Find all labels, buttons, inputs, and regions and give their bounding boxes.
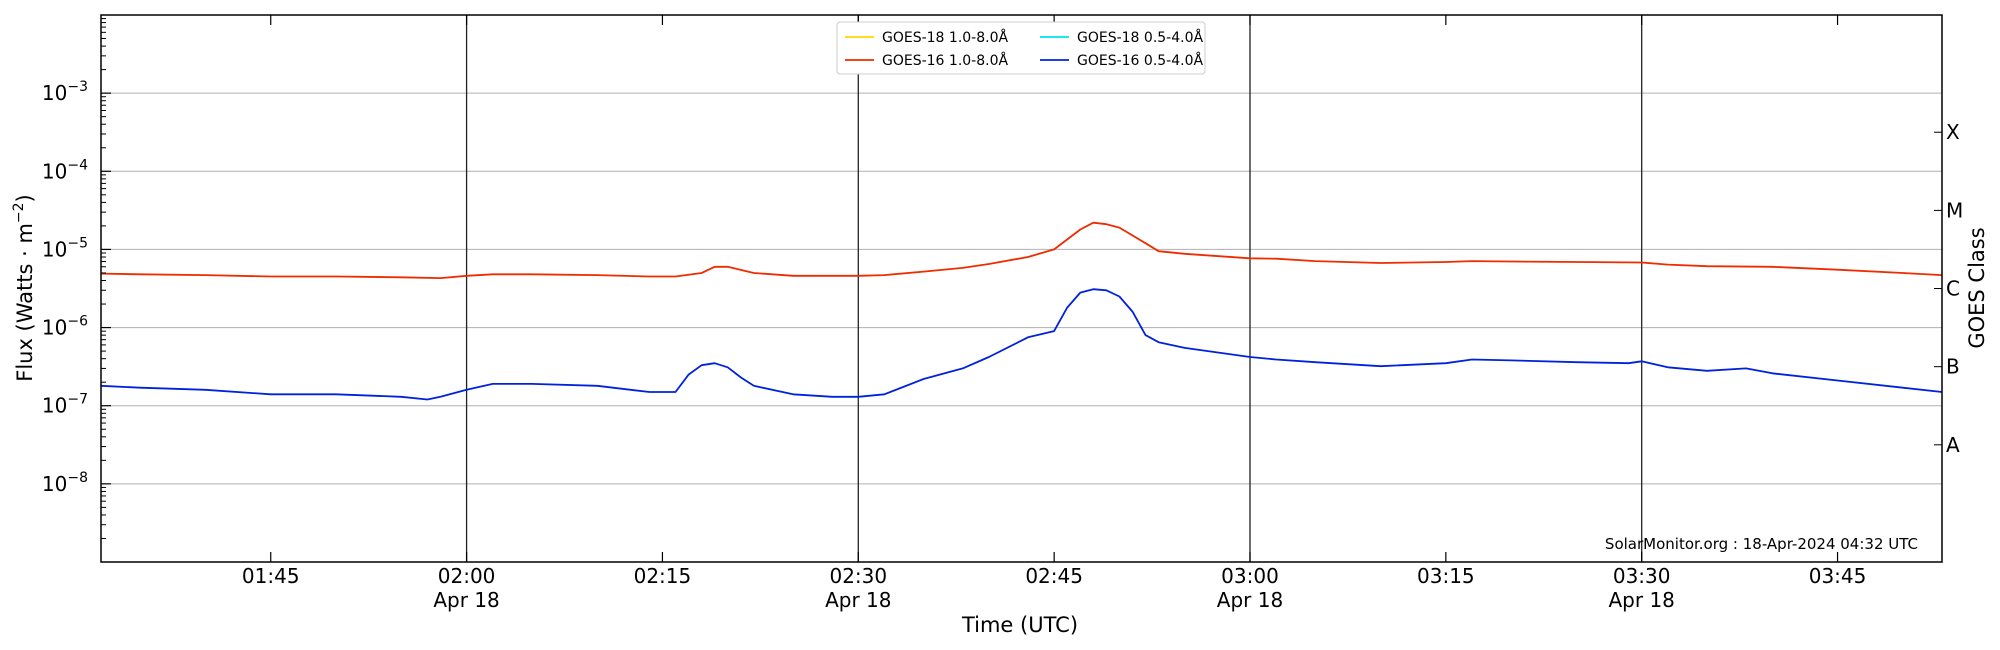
credit-text: SolarMonitor.org : 18-Apr-2024 04:32 UTC bbox=[1605, 535, 1918, 553]
series-layer bbox=[100, 221, 1943, 401]
y-axis-title-text: Flux (Watts · m bbox=[13, 223, 37, 382]
y-tick-base: 10 bbox=[42, 81, 67, 105]
x-tick-label: 03:45 bbox=[1809, 564, 1867, 588]
y-tick-base: 10 bbox=[42, 472, 67, 496]
plot-frame bbox=[100, 14, 1943, 563]
y-axis-title: Flux (Watts · m−2) bbox=[11, 194, 37, 382]
y-axis-ticks: 10−810−710−610−510−410−3 bbox=[42, 18, 111, 539]
x-tick-label: 02:30 bbox=[829, 564, 887, 588]
y-axis-title-close: ) bbox=[13, 194, 37, 202]
y-tick-base: 10 bbox=[42, 316, 67, 340]
y-tick-base: 10 bbox=[42, 394, 67, 418]
goes-class-label: A bbox=[1946, 433, 1960, 457]
y-tick-exponent: −6 bbox=[67, 314, 88, 330]
y-axis-title-exponent: −2 bbox=[11, 202, 27, 223]
y-tick-label: 10−8 bbox=[42, 470, 88, 496]
x-tick-label: 03:00 bbox=[1221, 564, 1279, 588]
grid-layer bbox=[101, 92, 1942, 485]
goes-class-label: C bbox=[1946, 277, 1960, 301]
legend-box bbox=[836, 21, 1206, 75]
y-tick-exponent: −8 bbox=[67, 470, 88, 486]
y-tick-base: 10 bbox=[42, 159, 67, 183]
x-tick-date-label: Apr 18 bbox=[433, 588, 499, 612]
x-tick-label: 02:15 bbox=[634, 564, 692, 588]
y-tick-exponent: −7 bbox=[67, 392, 88, 408]
series-line-2 bbox=[100, 221, 1943, 280]
goes-class-label: B bbox=[1946, 355, 1960, 379]
legend-label: GOES-16 1.0-8.0Å bbox=[882, 52, 1008, 69]
legend: GOES-18 1.0-8.0Å GOES-18 0.5-4.0Å GOES-16 … bbox=[836, 21, 1206, 75]
vertical-day-lines bbox=[465, 15, 1643, 562]
legend-label: GOES-16 0.5-4.0Å bbox=[1077, 52, 1203, 69]
goes-class-label: M bbox=[1946, 198, 1963, 222]
y-tick-exponent: −5 bbox=[67, 235, 88, 251]
x-tick-date-label: Apr 18 bbox=[1217, 588, 1283, 612]
y-tick-label: 10−3 bbox=[42, 79, 88, 105]
x-tick-label: 02:45 bbox=[1025, 564, 1083, 588]
x-tick-label: 03:15 bbox=[1417, 564, 1475, 588]
series-line-3 bbox=[100, 288, 1943, 401]
x-tick-label: 02:00 bbox=[438, 564, 496, 588]
legend-label: GOES-18 1.0-8.0Å bbox=[882, 29, 1008, 46]
y-tick-exponent: −4 bbox=[67, 157, 88, 173]
y-tick-label: 10−5 bbox=[42, 235, 88, 261]
x-tick-date-label: Apr 18 bbox=[1608, 588, 1674, 612]
goes-class-label: X bbox=[1946, 120, 1960, 144]
y-tick-base: 10 bbox=[42, 237, 67, 261]
x-tick-label: 03:30 bbox=[1613, 564, 1671, 588]
legend-label: GOES-18 0.5-4.0Å bbox=[1077, 29, 1203, 46]
legend-items: GOES-18 1.0-8.0Å GOES-18 0.5-4.0Å GOES-16 … bbox=[845, 29, 1203, 69]
x-axis-title: Time (UTC) bbox=[961, 613, 1078, 637]
goes-class-axis-title: GOES Class bbox=[1965, 227, 1989, 348]
y-tick-exponent: −3 bbox=[67, 79, 88, 95]
y-tick-label: 10−4 bbox=[42, 157, 88, 183]
y-tick-label: 10−7 bbox=[42, 392, 88, 418]
y-tick-label: 10−6 bbox=[42, 314, 88, 340]
x-tick-date-label: Apr 18 bbox=[825, 588, 891, 612]
goes-class-labels: A B C M X bbox=[1934, 120, 1963, 457]
x-tick-label: 01:45 bbox=[242, 564, 300, 588]
